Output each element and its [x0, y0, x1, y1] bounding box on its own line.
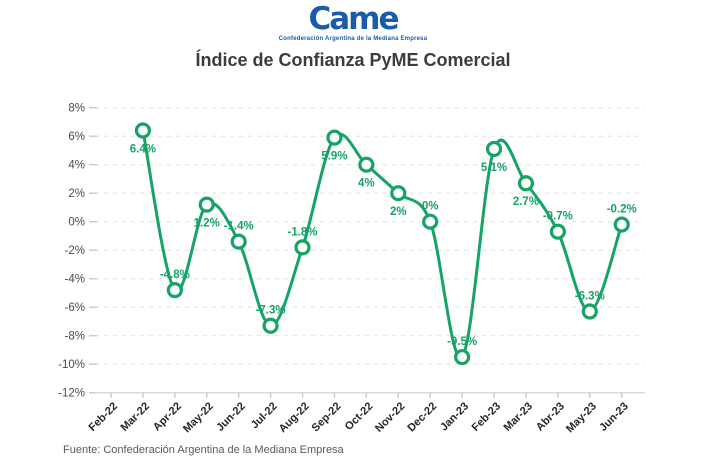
came-logo-wordmark: Came: [308, 1, 400, 37]
data-point-label: -4.8%: [160, 269, 190, 281]
y-axis-label: -6%: [65, 302, 85, 314]
data-point-marker: [262, 317, 279, 334]
data-point-label: -9.5%: [447, 336, 477, 348]
x-axis-label: Jun-22: [214, 400, 248, 434]
data-point-marker: [390, 185, 407, 202]
data-point-label: 2%: [390, 206, 407, 218]
y-axis-label: 4%: [68, 160, 85, 172]
data-point-label: -0.7%: [543, 211, 573, 223]
x-axis-label: Jun-23: [597, 400, 631, 434]
data-point-marker: [198, 196, 215, 213]
x-axis-label: Nov-22: [373, 400, 407, 434]
y-axis-label: -2%: [65, 245, 85, 257]
data-point-marker: [134, 122, 152, 139]
data-point-marker: [294, 239, 311, 256]
came-logo-tagline: Confederación Argentina de la Mediana Em…: [278, 36, 428, 42]
data-point-label: 6.4%: [130, 144, 156, 156]
x-axis-label: Jan-23: [438, 400, 471, 433]
x-axis-label: May-22: [181, 400, 216, 435]
y-axis-label: 8%: [68, 103, 85, 115]
y-axis-label: 0%: [68, 217, 85, 229]
data-point-marker: [549, 223, 566, 240]
x-axis-label: May-23: [564, 400, 599, 435]
data-point-label: -6.3%: [575, 290, 605, 302]
y-axis-label: -4%: [65, 274, 85, 286]
x-axis-label: Feb-23: [470, 400, 504, 434]
chart-title: Índice de Confianza PyME Comercial: [195, 50, 511, 70]
x-axis-label: Oct-22: [343, 400, 376, 433]
x-axis-label: Sep-22: [310, 400, 344, 434]
x-axis-label: Abr-23: [534, 400, 567, 433]
data-point-marker: [358, 156, 375, 173]
data-point-label: 0%: [422, 201, 439, 213]
data-point-label: 5.1%: [481, 162, 507, 174]
data-point-marker: [485, 140, 503, 158]
data-point-marker: [422, 213, 439, 230]
data-point-marker: [166, 282, 183, 299]
data-point-label: 1.2%: [194, 218, 220, 230]
data-point-label: -7.3%: [256, 305, 286, 317]
data-point-label: 4%: [358, 178, 375, 190]
y-axis-label: 2%: [68, 188, 85, 200]
data-point-marker: [613, 216, 630, 233]
data-point-marker: [326, 129, 343, 146]
data-point-label: 5.9%: [321, 151, 347, 163]
x-axis-label: Feb-22: [87, 400, 121, 434]
y-axis-label: -8%: [65, 331, 85, 343]
x-axis-label: Dec-22: [405, 400, 439, 434]
x-axis-label: Aug-22: [277, 400, 312, 435]
data-point-label: -0.2%: [607, 204, 637, 216]
y-axis-label: 6%: [68, 131, 85, 143]
data-point-label: -1.4%: [224, 221, 254, 233]
x-axis-label: Mar-22: [118, 400, 152, 434]
y-axis-label: -10%: [58, 359, 85, 371]
data-point-marker: [454, 348, 471, 366]
source-note: Fuente: Confederación Argentina de la Me…: [63, 444, 344, 456]
x-axis-label: Jul-22: [249, 400, 280, 431]
y-axis-label: -12%: [58, 388, 85, 400]
data-point-label: 2.7%: [513, 196, 539, 208]
data-point-marker: [517, 175, 535, 192]
data-point-label: -1.8%: [287, 226, 317, 238]
x-axis-label: Mar-23: [502, 400, 536, 434]
data-point-marker: [230, 233, 247, 250]
data-point-marker: [581, 303, 598, 320]
came-logo: Came Confederación Argentina de la Media…: [0, 3, 706, 42]
x-axis-label: Apr-22: [151, 400, 184, 433]
